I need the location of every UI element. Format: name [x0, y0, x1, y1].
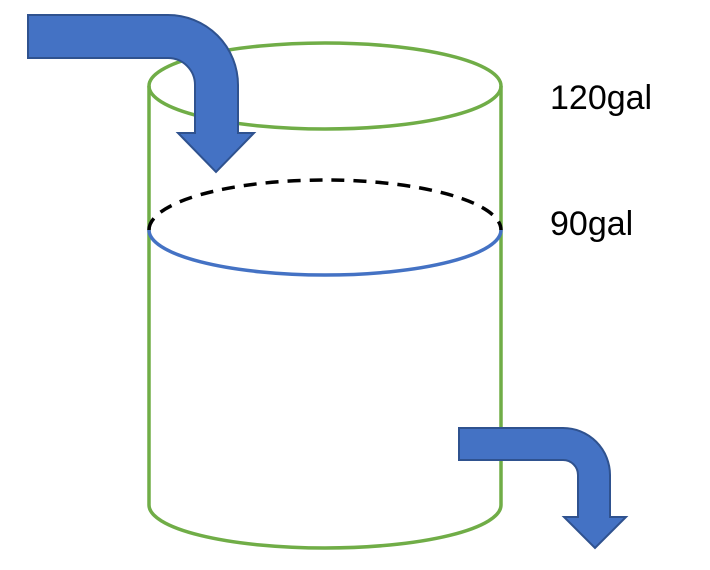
tank-body	[147, 86, 503, 550]
outflow-arrow-icon	[458, 427, 629, 550]
tank-rim	[147, 41, 503, 131]
capacity-level-line	[147, 178, 503, 231]
water-surface	[147, 229, 503, 277]
capacity-label: 120gal	[550, 79, 653, 117]
inflow-arrow-icon	[27, 14, 257, 174]
current-level-label: 90gal	[550, 205, 634, 243]
